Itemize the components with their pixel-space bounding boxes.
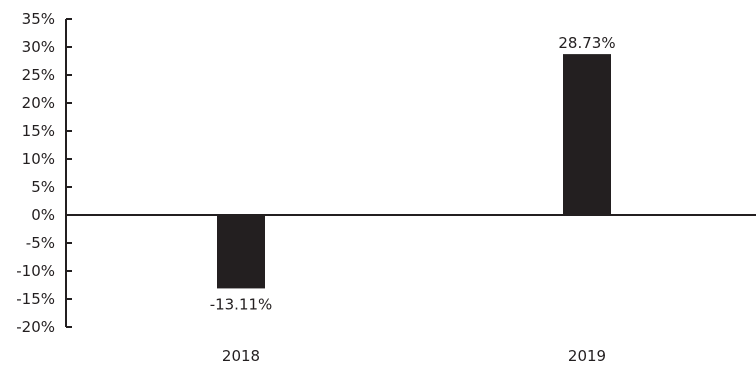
bar-2019 [563,54,611,215]
y-tick-label: -10% [16,262,55,280]
y-tick-label: -5% [26,234,55,252]
x-category-label: 2019 [568,347,606,365]
data-label-2019: 28.73% [558,34,615,52]
y-tick-label: -15% [16,290,55,308]
y-tick-label: 10% [22,150,55,168]
y-tick-label: 0% [31,206,55,224]
y-tick-label: 25% [22,66,55,84]
bars [217,54,611,289]
y-tick-label: -20% [16,318,55,336]
y-tick-label: 35% [22,10,55,28]
bar-2018 [217,215,265,289]
data-labels: -13.11% 28.73% [210,34,616,313]
data-label-2018: -13.11% [210,295,273,313]
y-tick-label: 30% [22,38,55,56]
x-axis-labels: 2018 2019 [222,347,606,365]
y-axis: 35% 30% 25% 20% 15% 10% 5% 0% -5% -10% -15% -20% [16,10,72,336]
y-tick-label: 20% [22,94,55,112]
y-tick-label: 5% [31,178,55,196]
y-tick-label: 15% [22,122,55,140]
x-category-label: 2018 [222,347,260,365]
